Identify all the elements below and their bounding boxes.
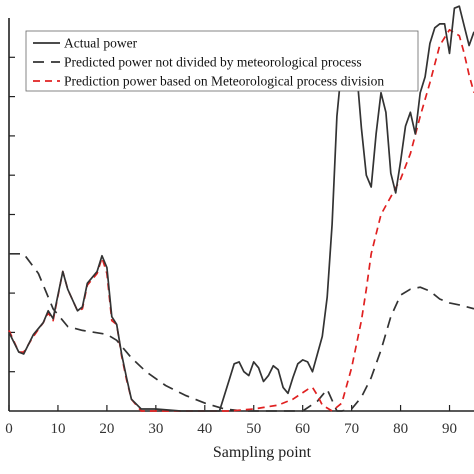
x-tick-label: 30	[148, 421, 163, 437]
series-line-2	[9, 252, 474, 412]
x-tick-label: 70	[344, 421, 359, 437]
series-line-1	[8, 5, 474, 412]
legend-label-1: Actual power	[64, 36, 138, 51]
y-ticks	[9, 56, 15, 373]
x-tick-label: 60	[295, 421, 310, 437]
x-ticks: 0 10 20 30 40 50 60 70 80 90	[5, 405, 457, 437]
legend-box	[25, 30, 419, 92]
x-tick-label: 40	[197, 421, 212, 437]
legend: Actual power Predicted power not divided …	[25, 30, 419, 92]
x-tick-label: 10	[50, 421, 65, 437]
x-tick-label: 80	[393, 421, 408, 437]
series-layer	[8, 5, 474, 412]
legend-label-2: Predicted power not divided by meteorolo…	[64, 55, 362, 70]
x-tick-label: 50	[246, 421, 261, 437]
legend-label-3: Prediction power based on Meteorological…	[64, 74, 384, 89]
x-tick-label: 0	[5, 421, 13, 437]
x-tick-label: 20	[99, 421, 114, 437]
x-tick-label: 90	[442, 421, 457, 437]
x-axis-title: Sampling point	[213, 444, 312, 461]
